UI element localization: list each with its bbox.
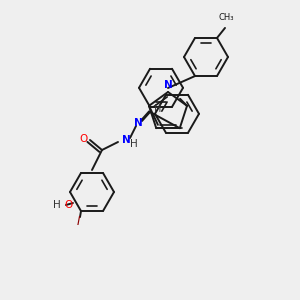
- Text: N: N: [164, 80, 172, 90]
- Text: H: H: [53, 200, 61, 210]
- Text: O: O: [64, 200, 72, 210]
- Text: CH₃: CH₃: [218, 13, 234, 22]
- Text: N: N: [122, 135, 130, 145]
- Text: N: N: [134, 118, 142, 128]
- Text: H: H: [154, 104, 162, 114]
- Text: I: I: [76, 214, 80, 228]
- Text: O: O: [79, 134, 87, 144]
- Text: H: H: [130, 139, 138, 149]
